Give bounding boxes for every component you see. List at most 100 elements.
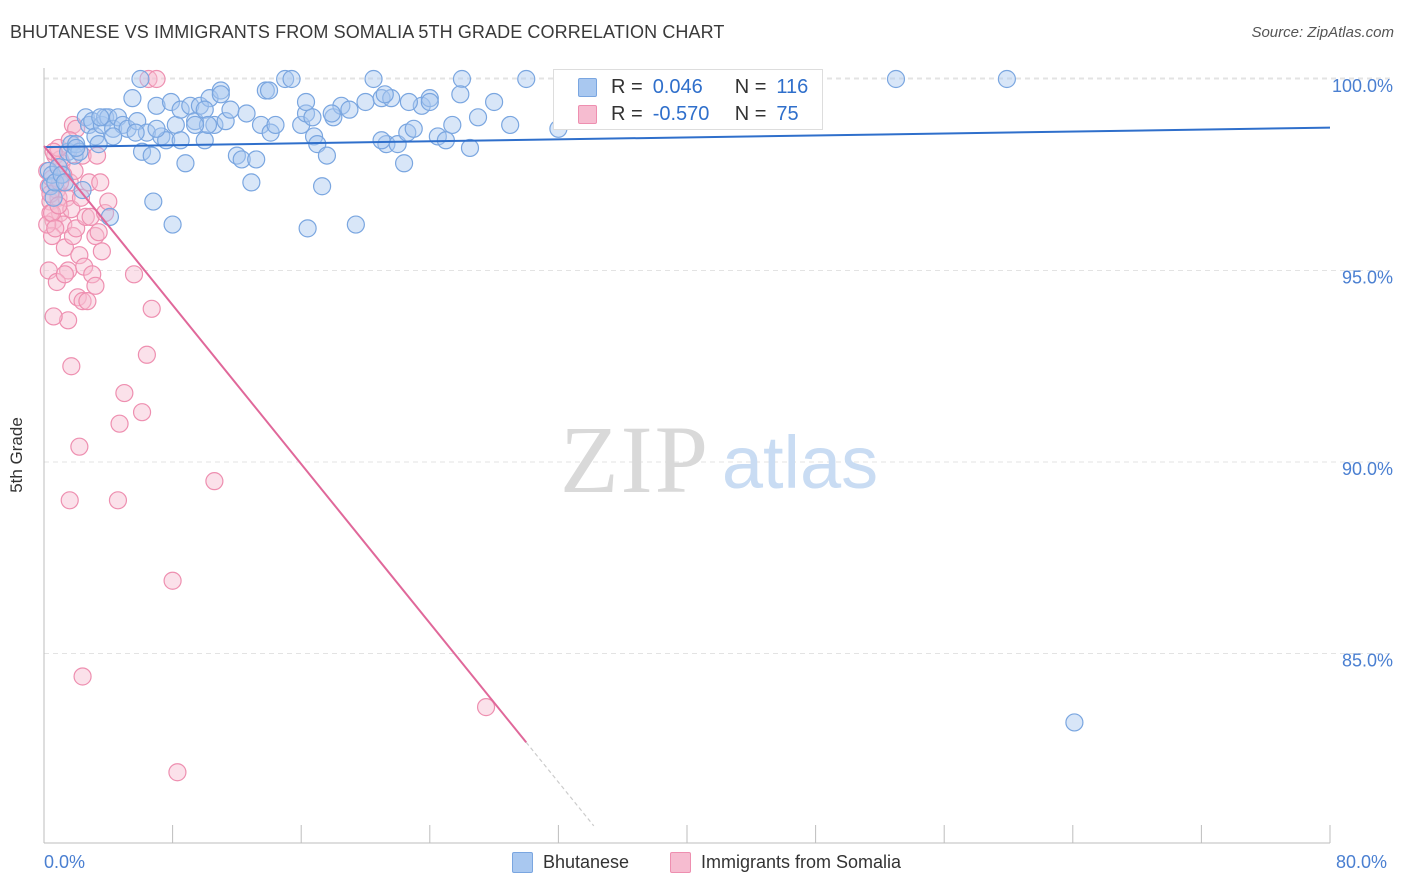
r-value: 0.046: [652, 75, 703, 98]
bhutanese-point: [211, 85, 230, 104]
somalia-point: [124, 265, 144, 284]
bhutanese-point: [176, 154, 195, 173]
bhutanese-point: [394, 154, 414, 173]
somalia-point: [92, 242, 111, 261]
y-tick-label: 90.0%: [1342, 459, 1393, 479]
bhutanese-point: [468, 108, 488, 127]
bhutanese-point: [91, 108, 110, 127]
bhutanese-point: [501, 115, 520, 135]
bhutanese-point: [452, 69, 472, 89]
r-value: -0.570: [652, 102, 710, 125]
bhutanese-point: [55, 173, 74, 192]
somalia-point: [71, 188, 91, 207]
bhutanese-point: [73, 180, 92, 200]
bhutanese-point: [195, 131, 214, 150]
bhutanese-point: [266, 115, 285, 135]
bhutanese-point: [123, 89, 142, 108]
somalia-trend-extension: [525, 741, 595, 827]
somalia-point: [108, 491, 128, 510]
r-label: R =: [611, 102, 643, 125]
n-value: 75: [776, 102, 799, 125]
somalia-point: [110, 414, 129, 433]
bhutanese-point: [312, 177, 332, 196]
bhutanese-point: [364, 69, 383, 89]
bhutanese-legend-swatch: [512, 852, 533, 873]
somalia-point: [115, 383, 134, 403]
bhutanese-swatch: [578, 77, 597, 97]
bhutanese-point: [44, 188, 63, 207]
trend-lines: [43, 126, 1331, 827]
bhutanese-point: [460, 138, 480, 158]
bhutanese-point: [211, 81, 230, 100]
somalia-point: [168, 763, 187, 782]
somalia-point: [81, 207, 100, 226]
somalia-point: [76, 207, 95, 226]
bhutanese-point: [132, 142, 152, 161]
somalia-point: [163, 571, 182, 590]
bhutanese-point: [420, 89, 439, 108]
source-credit: Source: ZipAtlas.com: [1251, 24, 1394, 41]
bhutanese-point: [322, 104, 341, 123]
bhutanese-point: [104, 127, 123, 146]
bhutanese-point: [144, 192, 163, 211]
bhutanese-point: [247, 150, 266, 169]
bhutanese-point: [205, 115, 224, 135]
legend-label: Bhutanese: [543, 852, 630, 872]
bhutanese-point: [161, 92, 181, 112]
bhutanese-point: [303, 108, 322, 127]
bhutanese-point: [399, 92, 419, 112]
bhutanese-point: [296, 92, 316, 112]
bhutanese-point: [186, 115, 205, 135]
somalia-point: [60, 491, 79, 510]
bhutanese-point: [372, 131, 391, 150]
bhutanese-point: [221, 100, 240, 119]
somalia-point: [59, 311, 78, 330]
somalia-point: [86, 276, 105, 295]
somalia-point: [44, 307, 63, 326]
bhutanese-point: [242, 173, 261, 192]
legend-row-bhutanese: R = 0.046 N = 116: [578, 74, 808, 100]
bhutanese-point: [67, 138, 86, 158]
bhutanese-point: [142, 146, 161, 165]
n-label: N =: [734, 75, 767, 98]
bhutanese-point: [298, 219, 317, 238]
somalia-point: [91, 173, 110, 192]
somalia-point: [147, 69, 166, 89]
somalia-point: [73, 667, 92, 686]
bhutanese-point: [171, 131, 190, 150]
bhutanese-point: [404, 119, 423, 138]
bhutanese-point: [346, 215, 365, 234]
somalia-point: [99, 192, 118, 211]
bhutanese-point: [451, 85, 470, 104]
somalia-point: [70, 246, 89, 265]
bhutanese-point: [340, 100, 359, 119]
bhutanese-point: [147, 119, 166, 138]
axes: [43, 68, 1331, 844]
bhutanese-point: [997, 69, 1016, 89]
bhutanese-point: [163, 215, 182, 234]
n-value: 116: [776, 75, 809, 98]
bhutanese-point: [251, 115, 271, 135]
bhutanese-point: [356, 92, 375, 112]
bhutanese-point: [259, 81, 279, 100]
bhutanese-point: [886, 69, 906, 89]
r-label: R =: [611, 75, 643, 98]
watermark-zip: ZIP: [560, 406, 710, 513]
legend-label: Immigrants from Somalia: [701, 852, 902, 872]
bhutanese-point: [276, 69, 295, 89]
somalia-point: [73, 292, 92, 311]
somalia-points: [38, 69, 496, 782]
stats-legend: R = 0.046 N = 116 R = -0.570 N = 75: [553, 69, 823, 130]
bhutanese-point: [147, 96, 166, 115]
y-tick-label: 100.0%: [1332, 76, 1393, 96]
bhutanese-point: [443, 115, 462, 135]
somalia-point: [132, 403, 152, 422]
somalia-point: [137, 345, 156, 364]
bhutanese-trend-line: [43, 126, 1331, 149]
bhutanese-point: [420, 92, 439, 112]
bhutanese-point: [171, 100, 190, 119]
bhutanese-point: [237, 104, 256, 123]
somalia-swatch: [578, 104, 597, 124]
bhutanese-points: [39, 69, 1084, 732]
bhutanese-point: [317, 146, 337, 165]
